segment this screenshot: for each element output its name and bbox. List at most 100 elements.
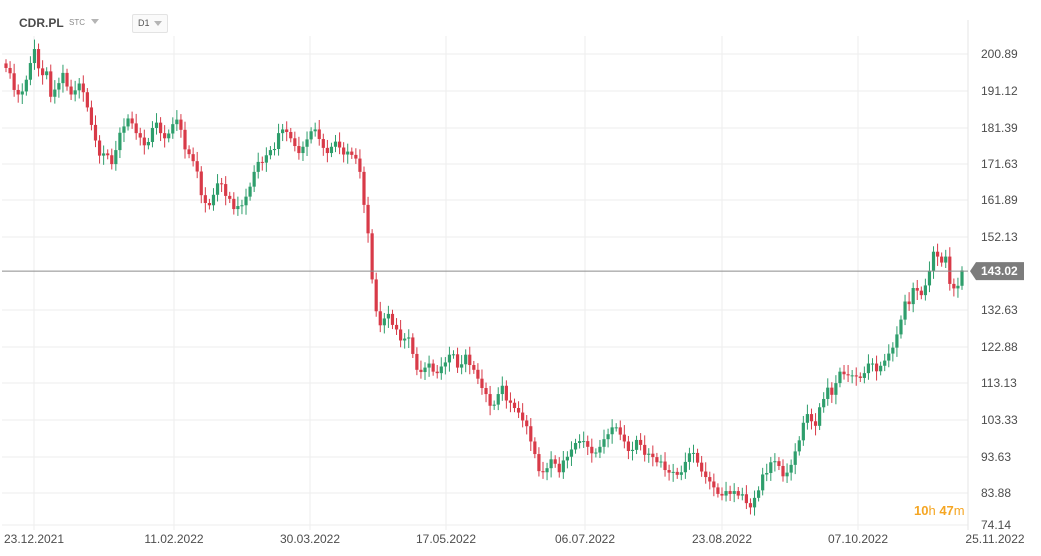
y-axis-tick-label: 161.89 xyxy=(981,193,1018,207)
candle-body-up xyxy=(545,468,549,473)
candle-body-up xyxy=(252,171,256,187)
candle-body-down xyxy=(191,154,195,162)
candle-body-up xyxy=(732,491,736,494)
candle-body-up xyxy=(687,453,692,462)
candle-body-up xyxy=(248,186,252,197)
candle-body-up xyxy=(492,404,496,406)
candle-body-up xyxy=(272,148,277,151)
candle-body-down xyxy=(207,202,212,206)
candle-body-up xyxy=(834,383,838,395)
candle-body-up xyxy=(944,256,948,263)
candle-body-down xyxy=(378,311,382,326)
candle-body-up xyxy=(313,129,317,132)
candle-body-up xyxy=(118,132,122,151)
candle-body-down xyxy=(354,154,358,159)
candle-body-up xyxy=(805,414,810,423)
candle-body-down xyxy=(874,363,879,372)
candle-body-down xyxy=(358,158,362,172)
candle-body-down xyxy=(622,434,626,442)
instrument-type-chevron-down-icon[interactable] xyxy=(91,19,99,24)
candle-body-down xyxy=(93,124,98,141)
candle-body-up xyxy=(114,150,118,165)
candle-body-down xyxy=(708,477,712,482)
candle-body-down xyxy=(468,354,472,366)
candle-body-down xyxy=(952,283,956,289)
candle-body-down xyxy=(110,155,114,165)
candle-body-down xyxy=(89,107,94,125)
candle-body-up xyxy=(451,354,456,356)
candle-body-down xyxy=(813,421,818,426)
candle-body-up xyxy=(756,490,761,498)
candle-body-up xyxy=(427,363,431,368)
candle-body-down xyxy=(293,138,297,147)
y-axis-tick-label: 181.39 xyxy=(981,121,1018,135)
timeframe-chevron-down-icon xyxy=(154,21,162,26)
candle-body-down xyxy=(655,457,659,463)
candle-body-down xyxy=(337,141,342,148)
candle-body-up xyxy=(594,452,598,454)
candle-body-up xyxy=(73,90,77,95)
candle-body-down xyxy=(476,369,480,379)
candle-body-down xyxy=(748,503,753,508)
candle-body-down xyxy=(106,153,110,156)
candle-body-up xyxy=(244,196,248,206)
candle-body-down xyxy=(199,171,203,196)
candle-body-up xyxy=(683,461,687,473)
x-axis-tick-label: 11.02.2022 xyxy=(144,532,203,546)
y-axis-tick-label: 103.33 xyxy=(981,413,1018,427)
candle-body-down xyxy=(521,412,525,421)
candle-body-up xyxy=(45,71,49,76)
candle-body-down xyxy=(626,441,631,452)
candle-body-down xyxy=(525,420,529,427)
candle-body-up xyxy=(883,360,887,366)
candle-body-down xyxy=(317,129,321,140)
candle-body-up xyxy=(20,91,24,95)
instrument-type-label: STC xyxy=(69,18,85,27)
candle-body-down xyxy=(4,63,8,68)
candle-body-down xyxy=(260,161,264,163)
candle-body-up xyxy=(850,375,854,377)
x-axis-tick-label: 17.05.2022 xyxy=(416,532,476,546)
candle-body-down xyxy=(472,365,476,370)
candle-countdown: 10h 47m xyxy=(914,503,965,518)
candle-body-up xyxy=(333,141,338,147)
candle-body-down xyxy=(138,133,142,138)
candle-body-up xyxy=(956,285,960,289)
candle-body-down xyxy=(480,378,484,389)
y-axis-tick-label: 191.12 xyxy=(981,84,1018,98)
candle-body-up xyxy=(61,72,65,84)
candle-body-up xyxy=(862,373,866,378)
y-axis-tick-label: 200.89 xyxy=(981,47,1018,61)
candle-body-down xyxy=(488,394,492,406)
timeframe-select[interactable]: D1 xyxy=(132,14,168,33)
candle-body-up xyxy=(102,153,106,156)
y-axis-tick-label: 171.63 xyxy=(981,157,1018,171)
candle-body-down xyxy=(712,481,716,488)
candle-body-down xyxy=(36,49,41,69)
candle-body-down xyxy=(508,400,513,403)
candle-body-up xyxy=(569,449,574,457)
candle-body-down xyxy=(195,161,199,172)
candle-body-up xyxy=(691,452,696,454)
candle-body-down xyxy=(728,491,732,494)
candle-body-up xyxy=(773,461,777,463)
candle-body-up xyxy=(167,133,171,139)
candle-body-down xyxy=(854,375,858,377)
candle-body-up xyxy=(891,347,895,354)
candle-body-up xyxy=(150,127,155,142)
candle-body-up xyxy=(769,462,773,473)
candle-body-down xyxy=(220,183,224,185)
candle-body-up xyxy=(329,146,334,154)
candle-body-down xyxy=(431,363,435,372)
chart-header: CDR.PL STC D1 xyxy=(0,0,1041,44)
candle-body-down xyxy=(695,452,700,463)
candle-body-down xyxy=(362,171,366,205)
candle-body-down xyxy=(907,301,911,305)
candle-body-down xyxy=(81,83,85,93)
candle-body-up xyxy=(785,472,789,477)
candle-body-up xyxy=(57,83,61,90)
candle-body-up xyxy=(647,453,651,455)
candle-body-down xyxy=(183,129,187,150)
candle-body-down xyxy=(69,86,73,95)
